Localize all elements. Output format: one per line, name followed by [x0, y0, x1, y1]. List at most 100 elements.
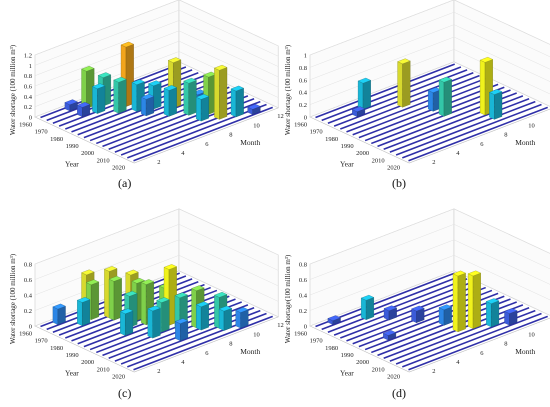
year-tick-label: 2000 [81, 359, 94, 366]
bar [383, 305, 398, 321]
z-tick-label: 1 [304, 53, 307, 60]
month-tick-label: 8 [504, 132, 507, 139]
month-tick-label: 10 [253, 122, 260, 129]
z-tick-label: 0.4 [299, 293, 308, 300]
bar [147, 305, 161, 339]
month-tick-label: 6 [205, 141, 209, 148]
month-tick-label: 2 [157, 368, 160, 375]
baseline-row [133, 315, 273, 371]
z-tick-label: 0.8 [299, 65, 307, 72]
bar [91, 83, 106, 114]
z-tick-label: 0 [29, 324, 32, 331]
month-axis-label: Month [515, 347, 535, 356]
baseline-row [383, 304, 524, 359]
year-tick-label: 2010 [372, 157, 385, 164]
month-tick-label: 6 [480, 141, 484, 148]
year-tick-label: 1990 [66, 143, 79, 150]
bar [504, 308, 518, 326]
baseline-row [395, 100, 536, 156]
year-axis-label: Year [65, 159, 79, 168]
month-tick-label: 10 [528, 122, 535, 129]
year-tick-label: 1960 [19, 330, 32, 337]
z-tick-label: 0.2 [24, 308, 32, 315]
year-tick-label: 1990 [341, 143, 354, 150]
bar [488, 89, 503, 120]
year-tick-label: 2010 [372, 366, 385, 373]
year-tick-label: 1980 [325, 136, 338, 143]
bar [247, 103, 261, 115]
year-tick-label: 2000 [356, 150, 369, 157]
year-tick-label: 1990 [341, 352, 354, 359]
month-tick-label: 10 [528, 331, 535, 338]
year-tick-label: 1980 [50, 345, 63, 352]
bar [108, 276, 123, 321]
month-axis-label: Month [240, 138, 260, 147]
bar [64, 99, 78, 112]
year-tick-label: 1960 [19, 121, 32, 128]
baseline-row [364, 295, 505, 351]
bar [382, 330, 397, 341]
baseline-row [346, 77, 486, 133]
bar [351, 106, 366, 117]
bar [218, 305, 233, 331]
bar [427, 87, 442, 112]
z-tick-label: 0.8 [24, 73, 32, 80]
baseline-row [408, 315, 548, 371]
year-tick-label: 2020 [387, 165, 400, 172]
baseline-row [352, 80, 493, 136]
baseline-row [315, 63, 455, 119]
month-tick-label: 12 [277, 322, 284, 329]
z-tick-label: 0.6 [299, 77, 308, 84]
bar [235, 307, 249, 329]
bar [195, 94, 210, 122]
bar [163, 85, 178, 117]
year-tick-label: 1960 [294, 330, 307, 337]
year-tick-label: 1980 [50, 136, 63, 143]
panel-label-a: (a) [118, 176, 132, 190]
bar [52, 303, 66, 325]
bar [183, 77, 197, 116]
year-tick-label: 2020 [387, 374, 400, 381]
z-gridline [309, 239, 550, 296]
month-tick-label: 2 [432, 159, 435, 166]
baseline-row [321, 275, 462, 331]
bar [140, 93, 155, 117]
month-tick-label: 12 [277, 113, 284, 120]
baseline-row [327, 278, 468, 334]
panel-label-c: (c) [118, 386, 132, 400]
z-gridline [309, 270, 550, 327]
z-axis-label: Water shortage(100 million m³) [284, 254, 292, 343]
z-gridline [34, 0, 279, 56]
z-tick-label: 0.4 [24, 94, 33, 101]
year-tick-label: 1970 [310, 129, 323, 136]
baseline-row [389, 97, 530, 153]
baseline-row [358, 83, 499, 139]
z-tick-label: 0.4 [24, 293, 33, 300]
bar [438, 76, 453, 117]
z-tick-label: 0.4 [299, 90, 308, 97]
year-tick-label: 1970 [35, 129, 48, 136]
z-gridline [34, 30, 279, 87]
bar [485, 298, 500, 328]
month-axis-label: Month [515, 138, 535, 147]
year-tick-label: 1990 [66, 352, 79, 359]
year-tick-label: 1980 [325, 345, 338, 352]
z-gridline [34, 224, 279, 280]
z-axis-label: Water shortage (100 million m³) [9, 44, 17, 135]
month-tick-label: 8 [229, 341, 232, 348]
z-gridline [309, 0, 550, 56]
month-tick-label: 2 [432, 368, 435, 375]
baseline-row [321, 66, 462, 122]
year-tick-label: 2020 [112, 165, 125, 172]
bar [467, 270, 482, 329]
z-tick-label: 0 [304, 115, 307, 122]
bar [213, 64, 228, 120]
month-tick-label: 8 [229, 132, 232, 139]
baseline-row [402, 312, 542, 368]
year-tick-label: 2010 [97, 366, 110, 373]
z-tick-label: 1.2 [24, 53, 32, 60]
baseline-row [133, 106, 273, 162]
month-tick-label: 8 [504, 341, 507, 348]
year-tick-label: 2000 [356, 359, 369, 366]
month-tick-label: 6 [205, 350, 209, 357]
